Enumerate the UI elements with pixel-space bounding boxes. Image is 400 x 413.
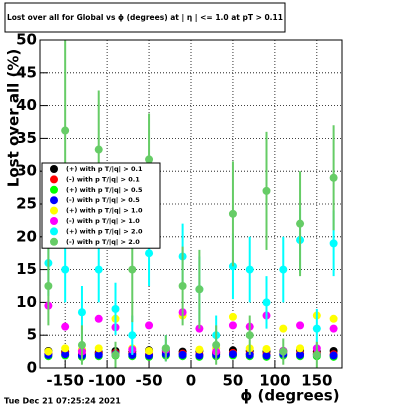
data-point [94,145,103,154]
data-point [312,350,321,359]
legend-label: (+) with p T/|q| > 0.5 [66,186,143,195]
data-point [145,155,154,164]
data-point [77,341,86,350]
legend-marker [50,165,58,173]
data-point [296,321,305,330]
data-point [228,350,237,359]
x-axis-label: ϕ (degrees) [240,387,339,405]
legend-label: (-) with p T/|q| > 0.5 [66,196,140,205]
data-point [111,350,120,359]
data-point [44,347,53,356]
data-point [262,351,271,360]
data-point [94,265,103,274]
data-point [195,351,204,360]
legend-label: (+) with p T/|q| > 1.0 [66,207,143,216]
data-point [279,265,288,274]
y-tick-label: 50 [16,31,37,49]
y-tick-label: 20 [16,227,37,245]
data-point [245,265,254,274]
data-point [228,312,237,321]
data-point [94,350,103,359]
data-point [178,282,187,290]
data-point [178,350,187,359]
data-point [161,344,170,353]
chart-title: Lost over all for Global vs ϕ (degrees) … [7,13,283,23]
y-tick-label: 35 [16,129,37,147]
legend-marker [50,175,58,184]
data-point [279,347,288,356]
data-point [128,265,137,274]
data-point [145,249,154,258]
x-tick-label: -50 [136,372,163,390]
legend-label: (-) with p T/|q| > 0.1 [66,175,140,184]
data-point [228,321,237,330]
data-point [262,344,271,353]
title-box [4,2,286,33]
legend-label: (+) with p T/|q| > 2.0 [66,227,143,236]
data-point [245,331,254,340]
data-point [329,314,338,323]
y-tick-label: 25 [16,195,37,213]
legend-marker [50,227,58,236]
plot-border [39,39,343,369]
y-tick-label: 45 [16,63,37,81]
data-point [145,346,154,355]
data-point [329,324,338,333]
y-tick-label: 15 [16,260,37,278]
data-point [61,126,70,135]
data-point [195,285,204,294]
data-point [279,324,288,333]
data-point [212,341,221,350]
data-point [329,173,338,182]
legend-marker [50,237,58,246]
legend-marker [50,196,58,205]
data-point [61,265,70,274]
y-tick-label: 10 [16,293,37,311]
data-point [61,322,70,331]
legend-box [41,162,161,249]
data-point [329,239,338,248]
data-point [296,344,305,353]
y-axis-label: Lost over all (%) [5,49,23,187]
timestamp: Tue Dec 21 07:25:24 2021 [4,397,121,406]
x-tick-label: 50 [223,372,244,390]
legend-label: (-) with p T/|q| > 1.0 [66,217,140,226]
x-tick-label: 100 [259,372,290,390]
data-point [262,186,271,195]
data-point [312,324,321,333]
data-point [262,298,271,307]
data-point [296,350,305,359]
legend-label: (-) with p T/|q| > 2.0 [66,238,140,247]
data-point [145,321,154,330]
data-point [61,344,70,353]
x-tick-label: -150 [46,372,84,390]
y-tick-label: 0 [27,359,37,377]
legend-marker [50,185,58,194]
data-point [61,350,70,359]
data-point [94,344,103,353]
x-tick-label: 0 [186,372,196,390]
x-tick-label: -100 [88,372,126,390]
y-tick-label: 30 [16,162,37,180]
data-point [228,209,237,218]
data-point [111,304,120,313]
data-point [195,345,204,354]
legend-marker [50,206,58,215]
data-point [296,219,305,228]
data-point [329,351,338,360]
data-point [77,308,86,317]
data-point [44,282,53,290]
legend-marker [50,217,58,225]
legend-label: (+) with p T/|q| > 0.1 [66,165,143,174]
y-tick-label: 40 [16,96,37,114]
data-point [94,314,103,323]
data-point [128,331,137,340]
x-tick-label: 150 [301,372,332,390]
y-tick-label: 5 [27,326,37,344]
